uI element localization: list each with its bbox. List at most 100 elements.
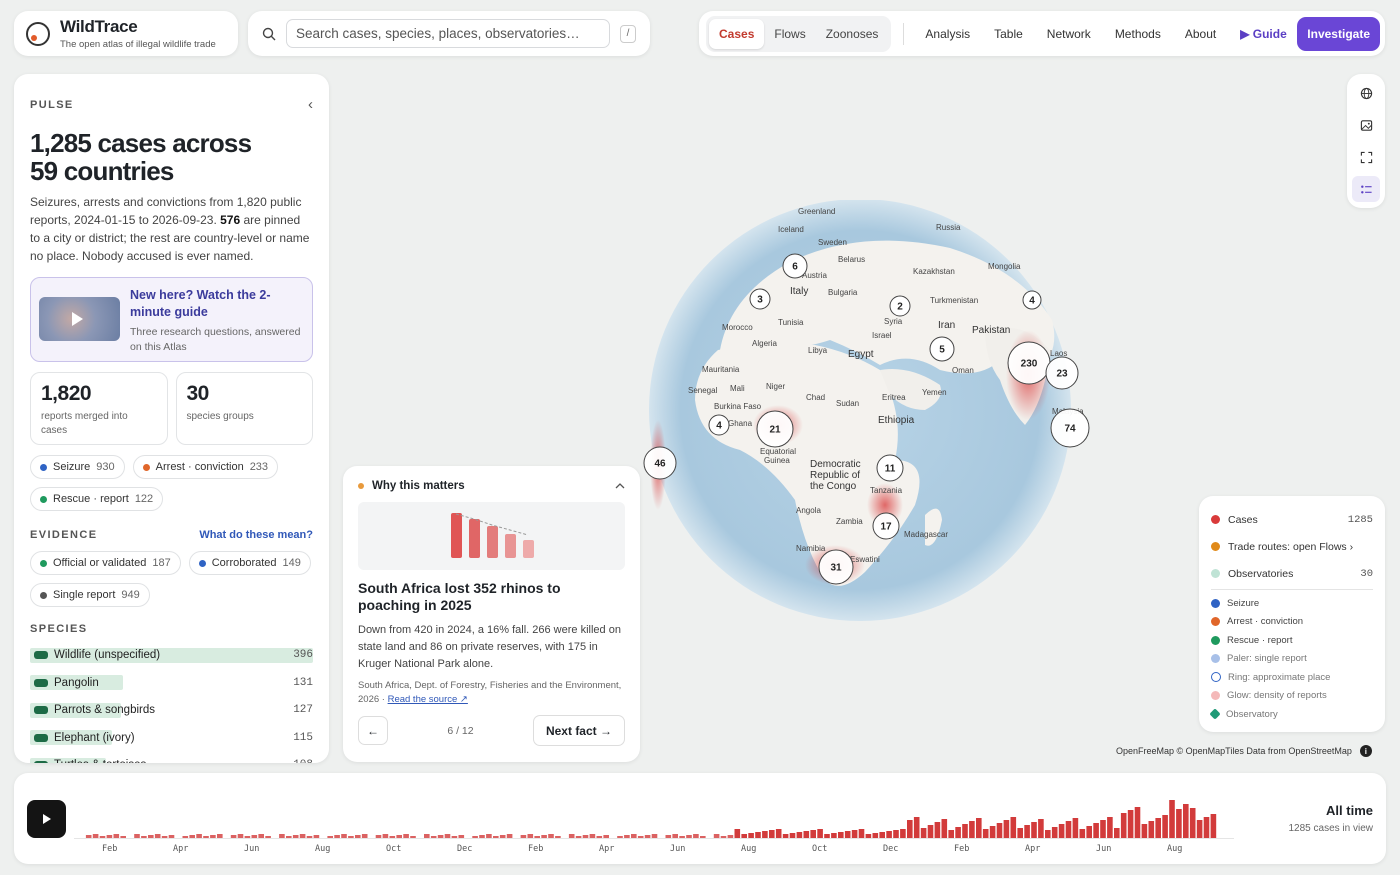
country-label: Israel (872, 331, 892, 340)
guide-button[interactable]: ▶ Guide (1240, 26, 1287, 41)
evidence-filter-0[interactable]: Official or validated 187 (30, 551, 181, 575)
search-input[interactable] (286, 19, 610, 48)
timeline-month-label: Oct (386, 844, 401, 854)
evidence-help-link[interactable]: What do these mean? (199, 529, 313, 541)
country-label: Turkmenistan (930, 296, 978, 305)
cluster-count: 74 (1064, 424, 1076, 435)
type-filter-1[interactable]: Arrest · conviction 233 (132, 455, 279, 479)
species-row[interactable]: Turtles & tortoises 108 (30, 757, 313, 763)
tab-cases[interactable]: Cases (709, 18, 765, 49)
case-cluster[interactable]: 2 (889, 295, 911, 317)
fullscreen-button[interactable] (1352, 144, 1380, 170)
cluster-bubble (1045, 356, 1079, 390)
case-cluster[interactable]: 4 (708, 414, 730, 436)
case-cluster[interactable]: 5 (929, 336, 955, 362)
list-icon (1360, 185, 1372, 193)
search-bar: / (248, 11, 650, 56)
timeline-bar (1120, 813, 1127, 838)
timeline-bar (534, 836, 540, 838)
nav-table[interactable]: Table (994, 26, 1023, 41)
cluster-bubble (782, 253, 808, 279)
country-label: Mongolia (988, 262, 1021, 271)
next-fact-button[interactable]: Next fact → (532, 715, 625, 746)
case-cluster[interactable]: 31 (818, 549, 854, 585)
info-icon[interactable]: i (1359, 745, 1372, 757)
case-cluster[interactable]: 21 (756, 410, 794, 448)
case-cluster[interactable]: 74 (1050, 408, 1090, 448)
species-row[interactable]: Pangolin 131 (30, 675, 313, 690)
key-label: Seizure (1227, 597, 1260, 609)
timeline-month-label: Jun (670, 844, 685, 854)
timeline-bar (920, 828, 927, 838)
timeline-month-label: Feb (528, 844, 543, 854)
case-cluster[interactable]: 4 (1022, 290, 1042, 310)
brand[interactable]: WildTrace The open atlas of illegal wild… (14, 11, 238, 56)
timeline-bar (1058, 824, 1065, 838)
timeline-month-label: Feb (954, 844, 969, 854)
tab-flows[interactable]: Flows (774, 26, 806, 41)
cluster-count: 5 (939, 345, 945, 356)
nav-about[interactable]: About (1184, 26, 1217, 41)
export-image-button[interactable] (1352, 112, 1380, 138)
chip-label: Seizure (53, 461, 91, 473)
timeline-bar (1079, 829, 1086, 838)
nav-methods[interactable]: Methods (1114, 26, 1161, 41)
timeline-month-label: Aug (1167, 844, 1182, 854)
prev-fact-button[interactable]: ← (358, 716, 388, 745)
species-row[interactable]: Parrots & songbirds 127 (30, 702, 313, 718)
collapse-chevron-icon[interactable]: ‹ (308, 96, 313, 113)
guide-promo[interactable]: New here? Watch the 2-minute guide Three… (30, 277, 313, 362)
legend-layer-2[interactable]: Observatories 30 (1211, 560, 1373, 587)
timeline-bar (499, 835, 506, 838)
timeline-histogram[interactable]: Feb Apr Jun Aug Oct Dec Feb Apr Jun Aug Oct Dec Feb A… (74, 791, 1234, 857)
attribution-text[interactable]: OpenFreeMap © OpenMapTiles Data from Ope… (1116, 746, 1352, 756)
type-filter-2[interactable]: Rescue · report 122 (30, 487, 164, 511)
fact-source-link[interactable]: Read the source ↗ (387, 694, 468, 705)
chevron-up-icon[interactable] (615, 483, 625, 489)
case-cluster[interactable]: 46 (643, 446, 677, 480)
cluster-count: 4 (716, 421, 722, 432)
timeline-bar (1031, 822, 1037, 838)
brand-tagline: The open atlas of illegal wildlife trade (60, 39, 216, 50)
species-row[interactable]: Elephant (ivory) 115 (30, 730, 313, 745)
case-cluster[interactable]: 23 (1045, 356, 1079, 390)
cluster-count: 230 (1021, 359, 1038, 370)
case-cluster[interactable]: 17 (872, 512, 900, 540)
legend-layer-1[interactable]: Trade routes: open Flows › (1211, 533, 1373, 560)
timeline-play-button[interactable] (27, 800, 66, 838)
country-label: Democratic (810, 459, 861, 470)
case-cluster[interactable]: 11 (876, 454, 904, 482)
legend-toggle-button[interactable] (1352, 176, 1380, 202)
guide-video-thumbnail[interactable] (39, 297, 120, 341)
stat-reports-value: 1,820 (41, 382, 92, 405)
type-filter-0[interactable]: Seizure 930 (30, 455, 125, 479)
nav-network[interactable]: Network (1046, 26, 1091, 41)
globe-map[interactable]: Greenland Iceland Sweden Russia Belarus Austr… (640, 200, 1100, 640)
investigate-button[interactable]: Investigate (1297, 16, 1380, 51)
legend-layer-0[interactable]: Cases 1285 (1211, 506, 1373, 533)
evidence-filter-1[interactable]: Corroborated 149 (188, 551, 311, 575)
tab-zoonoses[interactable]: Zoonoses (825, 26, 879, 41)
globe-toggle-button[interactable] (1352, 80, 1380, 106)
cluster-bubble (708, 414, 730, 436)
country-label: Yemen (922, 388, 947, 397)
case-cluster[interactable]: 230 (1007, 341, 1051, 385)
pulse-label: PULSE (30, 98, 74, 111)
country-label: Zambia (836, 517, 863, 526)
timeline-bar (120, 836, 126, 838)
timeline-bar (727, 835, 734, 838)
case-cluster[interactable]: 3 (749, 288, 771, 310)
species-count: 396 (293, 649, 313, 661)
country-label: Tanzania (870, 486, 903, 495)
nav-analysis[interactable]: Analysis (925, 26, 971, 41)
timeline-bar (568, 834, 575, 838)
species-row[interactable]: Wildlife (unspecified) 396 (30, 647, 313, 663)
case-cluster[interactable]: 6 (782, 253, 808, 279)
search-icon (262, 27, 276, 40)
timeline-bar (527, 834, 534, 838)
evidence-filter-2[interactable]: Single report 949 (30, 583, 150, 607)
cluster-count: 3 (757, 295, 763, 306)
chip-count: 122 (134, 493, 154, 505)
map-legend: Cases 1285 Trade routes: open Flows › Obser… (1199, 496, 1385, 732)
country-label: Austria (802, 271, 827, 280)
